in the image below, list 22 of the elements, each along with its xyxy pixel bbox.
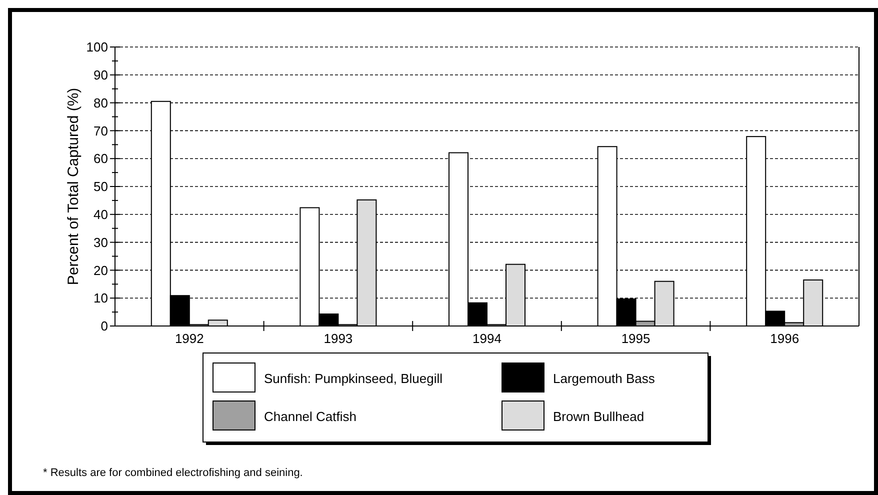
y-tick-label: 10 <box>94 290 108 306</box>
legend-label: Sunfish: Pumpkinseed, Bluegill <box>264 371 443 386</box>
x-tick-label: 1993 <box>324 331 353 346</box>
text: * Results are for combined electrofishing and seining. <box>43 467 303 479</box>
y-tick-label: 70 <box>94 123 108 138</box>
legend-label: Largemouth Bass <box>553 371 656 386</box>
y-tick-label: 90 <box>94 67 108 82</box>
x-tick-label: 1996 <box>770 331 800 346</box>
y-tick-label: 100 <box>86 40 108 55</box>
y-tick-label: 30 <box>94 234 108 250</box>
y-tick-label: 20 <box>94 262 108 278</box>
y-tick-label: 80 <box>94 95 108 110</box>
x-tick-label: 1992 <box>174 331 204 346</box>
y-tick-label: 40 <box>94 206 108 222</box>
y-axis-title: Percent of Total Captured (%) <box>65 88 82 286</box>
y-tick-label: 60 <box>94 151 108 166</box>
y-tick-label: 50 <box>94 179 108 194</box>
x-tick-label: 1994 <box>472 331 502 346</box>
legend-label: Channel Catfish <box>264 409 356 424</box>
legend-label: Brown Bullhead <box>553 409 644 424</box>
y-tick-label: 0 <box>100 318 108 334</box>
x-tick-label: 1995 <box>621 331 650 346</box>
